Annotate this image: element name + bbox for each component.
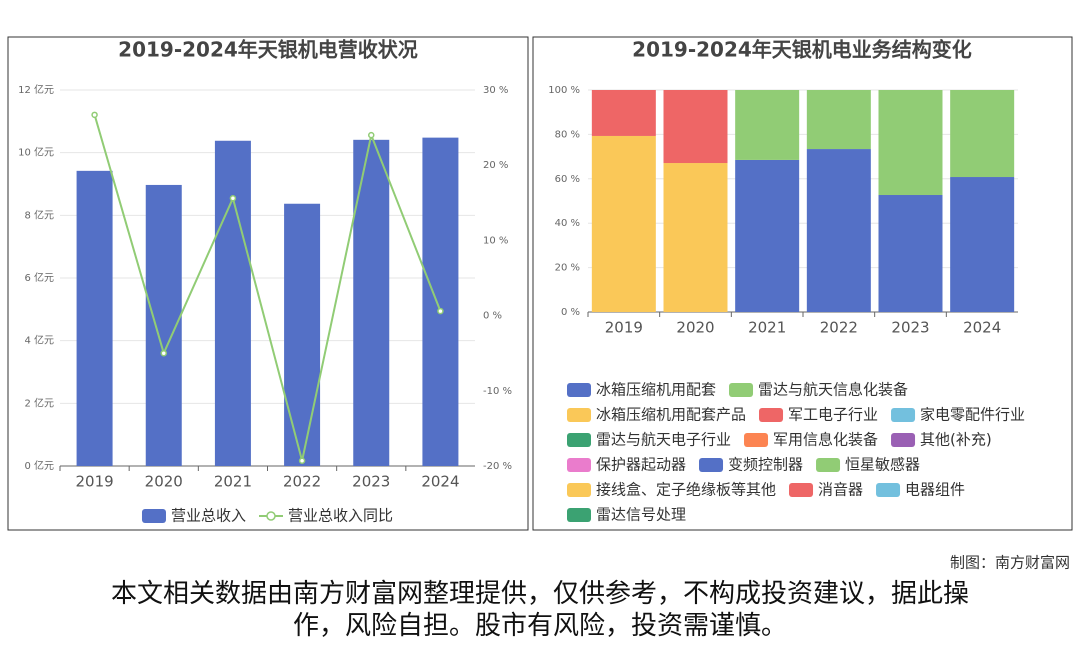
legend-label: 营业总收入: [171, 507, 246, 525]
legend-label: 雷达与航天电子行业: [596, 431, 731, 449]
legend-icon: [816, 458, 841, 472]
legend-icon: [567, 483, 591, 497]
bar-segment: [735, 90, 800, 160]
y-tick-label: 2 亿元: [24, 396, 54, 409]
y-tick-label: 20 %: [555, 263, 580, 274]
y-tick-label: 40 %: [555, 218, 580, 229]
x-tick-label: 2022: [820, 319, 858, 337]
point: [368, 131, 375, 139]
legend-icon: [567, 433, 591, 447]
legend-label: 电器组件: [905, 481, 965, 499]
bar: [353, 139, 390, 466]
y-tick-label: 0 %: [561, 307, 580, 318]
legend-label: 冰箱压缩机用配套: [596, 381, 716, 399]
bar-segment: [591, 135, 656, 312]
y2-tick-label: 0 %: [483, 311, 502, 322]
y2-tick-label: 10 %: [483, 235, 508, 246]
x-tick-label: 2019: [75, 473, 113, 491]
legend-icon: [141, 509, 166, 523]
legend-icon: [891, 408, 916, 422]
chart-title: 2019-2024年天银机电业务结构变化: [632, 38, 972, 62]
disclaimer: 本文相关数据由南方财富网整理提供，仅供参考，不构成投资建议，据此操作，风险自担。…: [110, 579, 969, 641]
legend-label: 营业总收入同比: [288, 507, 393, 525]
x-tick-label: 2024: [963, 319, 1001, 337]
legend-icon: [744, 433, 769, 447]
legend-icon: [266, 511, 276, 521]
y-tick-label: 4 亿元: [24, 334, 54, 347]
point: [298, 457, 306, 464]
x-tick-label: 2021: [748, 319, 786, 337]
y2-tick-label: 20 %: [483, 160, 508, 171]
panel-right: [532, 36, 1073, 531]
y2-tick-label: -20 %: [483, 461, 512, 472]
bar-segment: [591, 90, 656, 136]
legend-icon: [729, 383, 754, 397]
y2-tick-label: 30 %: [483, 85, 508, 96]
y-tick-label: 12 亿元: [18, 83, 54, 96]
panel-left: [7, 36, 529, 531]
x-tick-label: 2020: [676, 319, 714, 337]
legend-label: 雷达与航天信息化装备: [758, 381, 908, 399]
legend-icon: [789, 483, 814, 497]
legend-icon: [567, 508, 591, 522]
legend-icon: [759, 408, 784, 422]
y-tick-label: 60 %: [555, 174, 580, 185]
line: [93, 114, 442, 461]
bar-segment: [950, 177, 1015, 312]
y-tick-label: 100 %: [548, 85, 580, 96]
legend-icon: [567, 408, 591, 422]
bar-segment: [950, 90, 1015, 178]
legend-icon: [567, 383, 591, 397]
y-tick-label: 6 亿元: [24, 271, 54, 284]
bar: [214, 140, 251, 466]
bar-segment: [663, 90, 728, 164]
bar-segment: [663, 163, 728, 312]
bar-segment: [735, 159, 800, 312]
legend-label: 雷达信号处理: [596, 506, 686, 524]
legend-label: 变频控制器: [728, 456, 803, 474]
legend-icon: [876, 483, 901, 497]
legend-icon: [891, 433, 916, 447]
chart-title: 2019-2024年天银机电营收状况: [118, 38, 418, 62]
x-tick-label: 2023: [352, 473, 390, 491]
x-tick-label: 2021: [214, 473, 252, 491]
bar-segment: [806, 90, 871, 150]
x-tick-label: 2019: [605, 319, 643, 337]
y2-tick-label: -10 %: [483, 386, 512, 397]
point: [160, 349, 167, 357]
legend-label: 军用信息化装备: [773, 431, 878, 449]
y-tick-label: 0 亿元: [24, 459, 54, 472]
legend-label: 消音器: [818, 481, 863, 499]
legend-label: 保护器起动器: [596, 456, 686, 474]
bar-segment: [878, 90, 943, 196]
legend-label: 军工电子行业: [788, 406, 878, 424]
x-tick-label: 2024: [421, 473, 459, 491]
bar-segment: [878, 195, 943, 312]
legend-icon: [567, 458, 591, 472]
x-tick-label: 2023: [891, 319, 929, 337]
bar-segment: [806, 149, 871, 312]
bar: [284, 203, 321, 467]
x-tick-label: 2022: [283, 473, 321, 491]
legend-label: 冰箱压缩机用配套产品: [596, 406, 746, 424]
legend-label: 接线盒、定子绝缘板等其他: [596, 481, 776, 499]
point: [229, 195, 237, 202]
bar: [76, 170, 113, 466]
bar: [422, 137, 459, 467]
y-tick-label: 8 亿元: [24, 208, 54, 221]
legend-label: 恒星敏感器: [845, 456, 920, 474]
y-tick-label: 80 %: [555, 129, 580, 140]
legend-label: 其他(补充): [920, 431, 992, 449]
y-tick-label: 10 亿元: [18, 146, 54, 159]
point: [437, 307, 444, 315]
legend-label: 家电零配件行业: [920, 406, 1025, 424]
x-tick-label: 2020: [145, 473, 183, 491]
credit: 制图：南方财富网: [950, 554, 1070, 572]
point: [91, 111, 98, 119]
legend-icon: [699, 458, 724, 472]
